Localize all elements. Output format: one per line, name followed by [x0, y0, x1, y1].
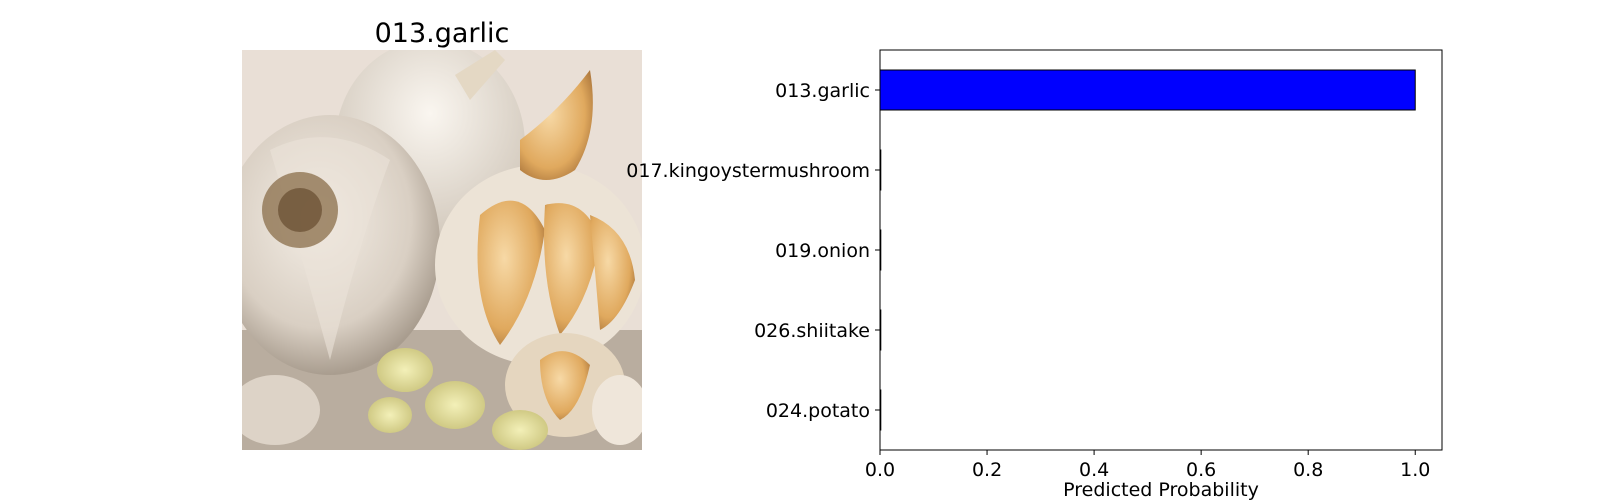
garlic-photo — [242, 50, 642, 450]
y-tick-label: 017.kingoystermushroom — [626, 160, 870, 182]
bar-1 — [879, 149, 882, 191]
x-tick-label: 0.4 — [1079, 459, 1109, 481]
x-axis-label: Predicted Probability — [1063, 479, 1259, 500]
y-tick-label: 026.shiitake — [754, 320, 870, 342]
bar-0 — [879, 69, 1416, 111]
bar-4 — [879, 389, 882, 431]
y-tick-label: 019.onion — [775, 240, 870, 262]
y-tick-label: 013.garlic — [775, 80, 870, 102]
x-tick-label: 0.6 — [1186, 459, 1216, 481]
x-tick-label: 0.8 — [1293, 459, 1323, 481]
bar-2 — [879, 229, 882, 271]
x-tick-label: 0.0 — [865, 459, 895, 481]
y-tick-label: 024.potato — [766, 400, 870, 422]
x-tick-label: 1.0 — [1400, 459, 1430, 481]
bar-3 — [879, 309, 882, 351]
image-title: 013.garlic — [375, 18, 510, 49]
probability-bar-chart: 013.garlic 017.kingoystermushroom 019.onio… — [626, 49, 1443, 500]
x-tick-label: 0.2 — [972, 459, 1002, 481]
